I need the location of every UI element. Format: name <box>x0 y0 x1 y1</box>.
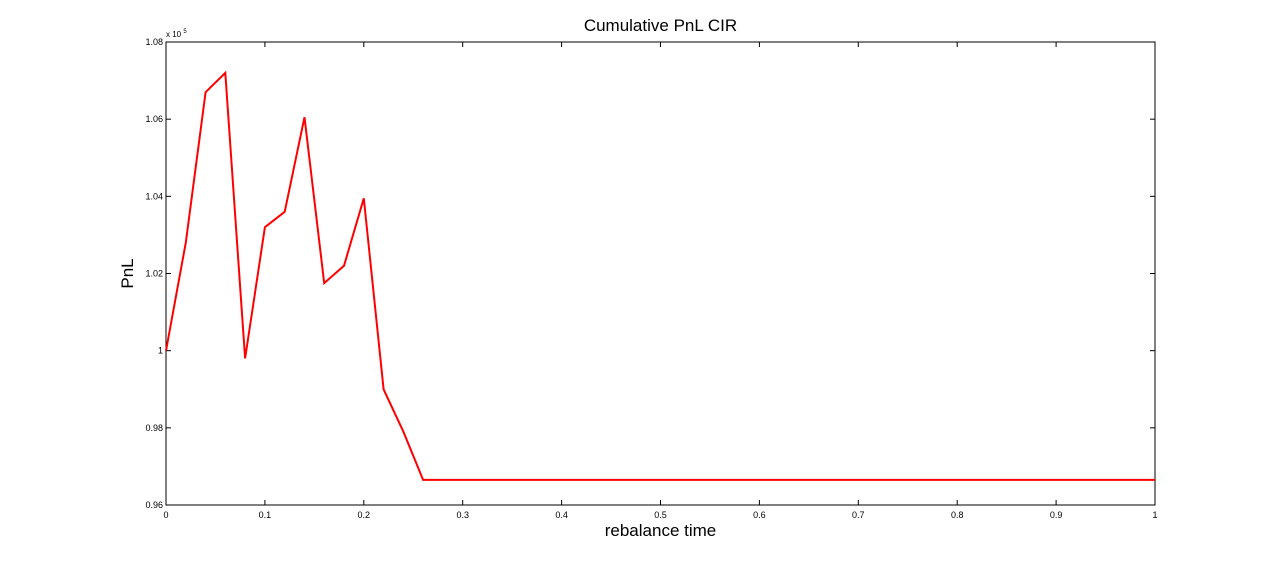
x-tick-label: 1 <box>1152 510 1157 520</box>
x-tick-label: 0.8 <box>951 510 964 520</box>
x-tick-label: 0.1 <box>259 510 272 520</box>
x-axis-label: rebalance time <box>605 521 717 540</box>
y-tick-label: 0.98 <box>145 423 163 433</box>
x-tick-label: 0.6 <box>753 510 766 520</box>
y-axis-label: PnL <box>118 258 137 288</box>
x-tick-label: 0.4 <box>555 510 568 520</box>
x-tick-label: 0.3 <box>456 510 469 520</box>
series-line <box>165 70 1155 481</box>
y-tick-label: 0.96 <box>145 500 163 510</box>
chart-title: Cumulative PnL CIR <box>584 16 737 35</box>
y-tick-label: 1.04 <box>145 191 163 201</box>
x-axis: 0 0.1 0.2 0.3 0.4 0.5 0.6 0.7 0.8 0.9 1 <box>163 42 1158 520</box>
y-axis: 0.96 0.98 1 1.02 1.04 1.06 1.08 <box>145 37 1155 510</box>
y-tick-label: 1.06 <box>145 114 163 124</box>
y-tick-label: 1.08 <box>145 37 163 47</box>
y-multiplier-base: x 10 <box>166 30 182 39</box>
y-multiplier-exponent: 5 <box>183 29 187 35</box>
x-tick-label: 0.2 <box>358 510 371 520</box>
x-tick-label: 0.5 <box>654 510 667 520</box>
x-tick-label: 0.7 <box>852 510 865 520</box>
y-tick-label: 1.02 <box>145 269 163 279</box>
y-multiplier-label: x 10 5 <box>166 29 187 39</box>
series-layer <box>165 70 1155 481</box>
plot-area <box>165 41 1156 506</box>
y-tick-label: 1 <box>158 346 163 356</box>
x-tick-label: 0 <box>163 510 168 520</box>
x-tick-label: 0.9 <box>1050 510 1063 520</box>
